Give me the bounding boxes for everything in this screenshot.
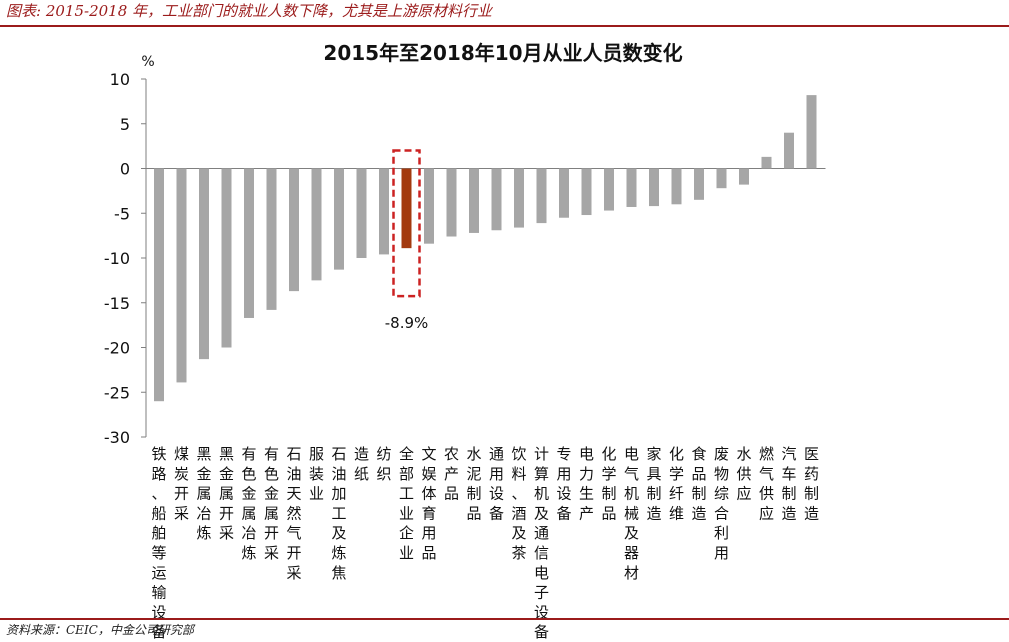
chart-bars: -8.9%	[154, 95, 817, 402]
y-axis-unit: %	[141, 54, 154, 70]
x-tick-label: 燃气供应	[759, 445, 774, 522]
x-tick-label: 黑金属开采	[219, 445, 234, 542]
x-tick-label: 农产品	[444, 445, 459, 503]
bar	[604, 168, 614, 211]
x-tick-label: 石油加工及炼焦	[331, 445, 346, 582]
bar	[446, 168, 457, 237]
x-tick-label: 化学制品	[601, 445, 616, 522]
bar	[424, 168, 434, 244]
x-tick-label: 服装业	[309, 445, 324, 503]
y-tick-label: -10	[104, 249, 130, 268]
bar	[581, 168, 592, 216]
bar	[356, 168, 367, 258]
bar	[514, 168, 524, 228]
bar	[244, 168, 254, 318]
bar	[626, 168, 637, 207]
y-tick-label: -30	[104, 428, 130, 447]
figure-caption: 图表: 2015-2018 年，工业部门的就业人数下降，尤其是上游原材料行业	[6, 2, 493, 20]
x-tick-label: 食品制造	[691, 445, 706, 522]
y-tick-label: -15	[104, 294, 130, 313]
x-tick-label: 石油天然气开采	[286, 445, 301, 582]
x-tick-label: 水泥制品	[466, 445, 481, 522]
y-tick-label: -5	[114, 204, 130, 223]
x-tick-label: 铁路、船舶等运输设备	[151, 445, 166, 641]
x-tick-label: 计算机及通信电子设备	[534, 445, 549, 641]
x-tick-label: 专用设备	[556, 445, 571, 522]
y-tick-label: 5	[120, 115, 130, 134]
source-note: 资料来源：CEIC，中金公司研究部	[6, 623, 194, 637]
x-tick-label: 通用设备	[489, 445, 504, 522]
bottom-divider	[0, 618, 1009, 620]
bar	[266, 168, 277, 310]
x-tick-label: 汽车制造	[781, 445, 796, 522]
bar	[311, 168, 322, 281]
bar	[221, 168, 232, 348]
bar	[536, 168, 547, 224]
y-tick-label: 10	[110, 70, 130, 89]
x-tick-label: 文娱体育用品	[421, 445, 436, 562]
x-tick-label: 造纸	[354, 445, 369, 483]
bar	[154, 168, 164, 402]
x-tick-label: 有色金属开采	[264, 445, 279, 562]
bar	[334, 168, 344, 270]
x-tick-label: 有色金属冶炼	[241, 445, 256, 562]
highlight-annotation: -8.9%	[385, 314, 429, 332]
bar	[716, 168, 727, 189]
bar	[649, 168, 659, 207]
chart-title: 2015年至2018年10月从业人员数变化	[323, 41, 682, 65]
bar	[379, 168, 389, 255]
bar	[694, 168, 704, 200]
bar	[806, 95, 817, 169]
x-tick-label: 黑金属冶炼	[196, 445, 211, 542]
x-tick-label: 电气机械及器材	[624, 445, 639, 582]
bar	[469, 168, 479, 233]
top-divider	[0, 25, 1009, 27]
x-tick-label: 医药制造	[804, 445, 819, 522]
x-tick-label: 煤炭开采	[174, 445, 189, 522]
bar	[761, 156, 772, 169]
bar	[289, 168, 299, 292]
bar	[784, 132, 794, 169]
x-tick-label: 化学纤维	[669, 445, 684, 522]
x-axis-labels: 铁路、船舶等运输设备煤炭开采黑金属冶炼黑金属开采有色金属冶炼有色金属开采石油天然…	[151, 445, 819, 641]
x-tick-label: 废物综合利用	[714, 445, 729, 562]
bar	[199, 168, 209, 360]
y-tick-label: -25	[104, 383, 130, 402]
x-tick-label: 电力生产	[579, 445, 594, 522]
highlight-box	[392, 149, 421, 298]
bar	[491, 168, 502, 231]
x-tick-label: 水供应	[736, 445, 751, 503]
x-tick-label: 家具制造	[646, 445, 661, 522]
chart-axes: 10 5 0 -5 -10 -15 -20 -25 -30	[104, 70, 826, 447]
bar	[176, 168, 187, 383]
x-tick-label: 全部工业企业	[399, 445, 414, 562]
x-tick-label: 饮料、酒及茶	[511, 445, 526, 562]
highlight-bar	[401, 168, 412, 249]
bar	[739, 168, 749, 185]
bar	[559, 168, 569, 218]
y-tick-label: -20	[104, 339, 130, 358]
x-tick-label: 纺织	[376, 445, 391, 483]
y-tick-label: 0	[120, 160, 130, 179]
bar	[671, 168, 682, 205]
